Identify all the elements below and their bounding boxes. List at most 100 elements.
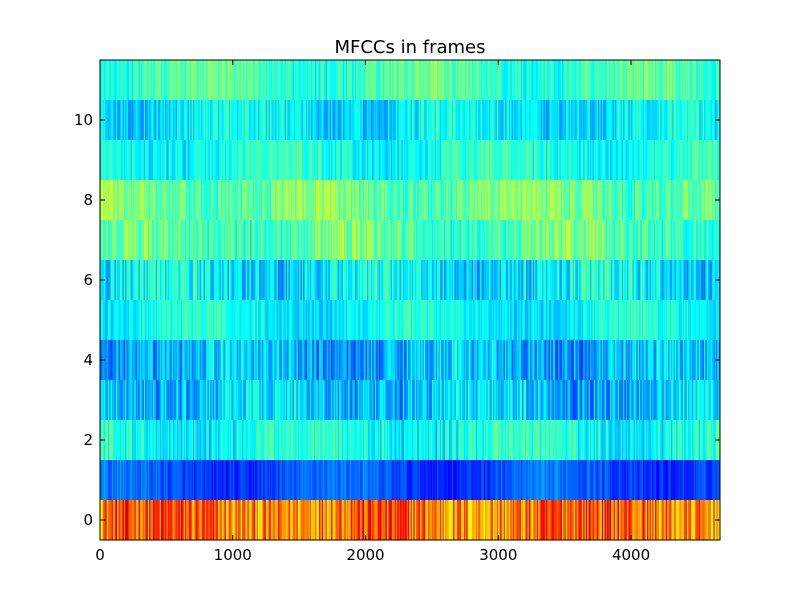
heatmap-cell xyxy=(686,140,689,180)
heatmap-cell xyxy=(157,300,159,340)
heatmap-cell xyxy=(352,340,354,380)
heatmap-cell xyxy=(376,340,378,380)
heatmap-cell xyxy=(187,180,190,220)
heatmap-cell xyxy=(665,460,668,500)
heatmap-cell xyxy=(404,300,406,340)
heatmap-cell xyxy=(508,300,511,340)
heatmap-cell xyxy=(613,340,616,380)
heatmap-cell xyxy=(113,260,115,300)
heatmap-cell xyxy=(515,500,518,540)
heatmap-cell xyxy=(532,340,535,380)
heatmap-cell xyxy=(682,500,685,540)
heatmap-cell xyxy=(717,460,719,500)
heatmap-cell xyxy=(613,260,616,300)
heatmap-cell xyxy=(349,460,352,500)
heatmap-cell xyxy=(485,100,487,140)
heatmap-cell xyxy=(402,100,405,140)
heatmap-cell xyxy=(538,140,540,180)
heatmap-cell xyxy=(439,260,442,300)
heatmap-cell xyxy=(639,340,641,380)
heatmap-cell xyxy=(601,140,604,180)
heatmap-cell xyxy=(332,100,334,140)
heatmap-cell xyxy=(126,340,129,380)
heatmap-cell xyxy=(101,140,103,180)
heatmap-cell xyxy=(338,340,341,380)
heatmap-cell xyxy=(637,380,640,420)
heatmap-cell xyxy=(256,180,259,220)
heatmap-cell xyxy=(458,420,461,460)
heatmap-cell xyxy=(149,420,151,460)
heatmap-cell xyxy=(361,460,364,500)
heatmap-cell xyxy=(536,500,539,540)
heatmap-cell xyxy=(354,140,357,180)
heatmap-cell xyxy=(147,180,150,220)
heatmap-cell xyxy=(507,260,510,300)
heatmap-cell xyxy=(712,260,714,300)
heatmap-cell xyxy=(295,340,297,380)
heatmap-cell xyxy=(182,260,184,300)
heatmap-cell xyxy=(200,100,203,140)
heatmap-cell xyxy=(349,140,352,180)
heatmap-cell xyxy=(637,220,640,260)
heatmap-cell xyxy=(161,380,163,420)
heatmap-cell xyxy=(307,220,309,260)
heatmap-cell xyxy=(477,260,479,300)
heatmap-cell xyxy=(143,220,146,260)
heatmap-cell xyxy=(469,260,471,300)
heatmap-cell xyxy=(414,180,417,220)
heatmap-cell xyxy=(490,180,492,220)
heatmap-cell xyxy=(106,260,109,300)
heatmap-cell xyxy=(597,500,600,540)
heatmap-cell xyxy=(289,140,292,180)
heatmap-cell xyxy=(418,340,421,380)
heatmap-cell xyxy=(534,140,536,180)
heatmap-cell xyxy=(143,380,146,420)
heatmap-cell xyxy=(708,220,710,260)
heatmap-cell xyxy=(554,300,556,340)
heatmap-cell xyxy=(324,300,326,340)
heatmap-cell xyxy=(475,180,478,220)
heatmap-cell xyxy=(175,260,178,300)
heatmap-cell xyxy=(289,340,292,380)
heatmap-cell xyxy=(601,500,604,540)
heatmap-cell xyxy=(373,220,376,260)
heatmap-cell xyxy=(459,180,462,220)
heatmap-cell xyxy=(546,180,548,220)
heatmap-cell xyxy=(457,100,459,140)
heatmap-cell xyxy=(408,220,410,260)
heatmap-cell xyxy=(196,300,199,340)
heatmap-cell xyxy=(259,380,261,420)
heatmap-cell xyxy=(143,500,146,540)
heatmap-cell xyxy=(285,380,288,420)
heatmap-cell xyxy=(222,500,224,540)
heatmap-cell xyxy=(390,500,393,540)
heatmap-cell xyxy=(238,260,240,300)
heatmap-cell xyxy=(563,300,565,340)
heatmap-cell xyxy=(227,380,230,420)
heatmap-cell xyxy=(271,220,273,260)
heatmap-cell xyxy=(620,220,623,260)
heatmap-cell xyxy=(604,140,607,180)
heatmap-cell xyxy=(507,340,510,380)
heatmap-cell xyxy=(506,100,508,140)
heatmap-cell xyxy=(636,460,638,500)
heatmap-cell xyxy=(418,300,421,340)
heatmap-cell xyxy=(307,100,309,140)
heatmap-cell xyxy=(664,460,666,500)
heatmap-cell xyxy=(429,460,431,500)
heatmap-cell xyxy=(353,460,356,500)
heatmap-cell xyxy=(587,180,589,220)
heatmap-cell xyxy=(171,260,174,300)
heatmap-cell xyxy=(608,260,611,300)
heatmap-cell xyxy=(512,220,515,260)
heatmap-cell xyxy=(188,260,191,300)
heatmap-cell xyxy=(384,220,386,260)
heatmap-cell xyxy=(599,500,601,540)
heatmap-cell xyxy=(138,180,141,220)
heatmap-cell xyxy=(369,300,372,340)
heatmap-cell xyxy=(299,340,301,380)
heatmap-cell xyxy=(204,100,207,140)
heatmap-cell xyxy=(162,420,165,460)
heatmap-cell xyxy=(522,340,524,380)
heatmap-cell xyxy=(342,500,345,540)
